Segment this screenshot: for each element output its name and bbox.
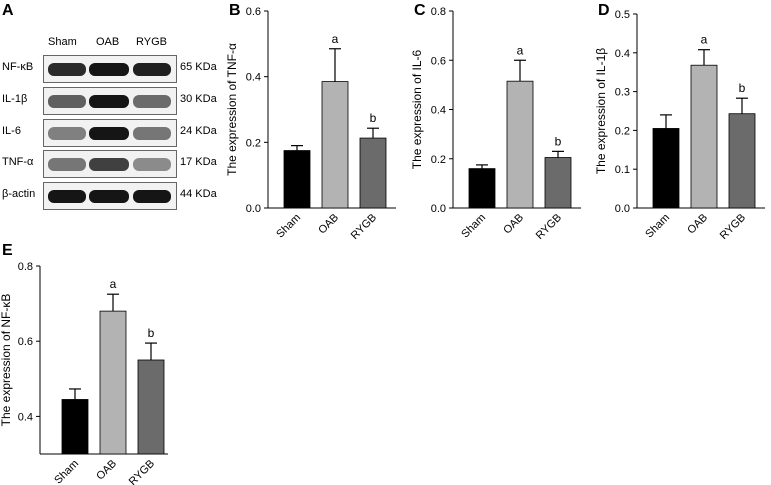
lane-label-rygb: RYGB xyxy=(136,36,167,48)
significance-label: a xyxy=(517,43,524,57)
significance-label: b xyxy=(739,81,746,95)
x-tick-label: Sham xyxy=(52,458,81,485)
x-tick-label: Sham xyxy=(274,212,303,241)
chart-il-1-beta: 0.0 0.1 0.2 0.3 0.4 0.5 The expression of IL-1… xyxy=(594,9,765,242)
blot-strip xyxy=(43,55,177,83)
blot-size-label: 17 KDa xyxy=(180,156,217,168)
blot-band xyxy=(133,158,171,171)
panel-label-c: C xyxy=(414,2,426,19)
y-axis-title: The expression of TNF-α xyxy=(225,43,239,176)
blot-protein-label: IL-1β xyxy=(2,93,28,105)
y-tick-label: 0.4 xyxy=(18,411,33,423)
y-tick-label: 0.8 xyxy=(431,6,446,18)
blot-size-label: 30 KDa xyxy=(180,93,217,105)
blot-band xyxy=(89,63,129,76)
significance-label: a xyxy=(701,33,708,47)
blot-band xyxy=(133,95,171,108)
x-tick-label: RYGB xyxy=(534,212,564,242)
y-tick-label: 0.1 xyxy=(615,164,630,176)
blot-band xyxy=(48,190,86,203)
y-tick-label: 0.4 xyxy=(431,105,446,117)
x-tick-label: OAB xyxy=(685,212,710,237)
y-tick-label: 0.3 xyxy=(615,87,630,99)
blot-strip xyxy=(43,150,177,178)
significance-label: b xyxy=(370,111,377,125)
y-tick-label: 0.8 xyxy=(18,261,33,273)
panel-label-d: D xyxy=(598,2,610,19)
bar-sham xyxy=(652,128,680,209)
x-tick-label: RYGB xyxy=(127,458,157,485)
blot-band xyxy=(48,63,86,76)
bar-rygb xyxy=(137,359,165,455)
bar-oab xyxy=(321,81,349,209)
y-tick-label: 0.4 xyxy=(246,72,261,84)
blot-strip xyxy=(43,182,177,210)
chart-nf-kappa-b: 0.4 0.6 0.8 The expression of NF-κB Sham a OAB… xyxy=(0,261,168,485)
x-tick-label: OAB xyxy=(316,212,341,237)
bar-oab xyxy=(506,80,534,209)
blot-band xyxy=(48,158,86,171)
y-axis-title: The expression of NF-κB xyxy=(0,294,13,427)
y-tick-label: 0.2 xyxy=(246,137,261,149)
blot-strip xyxy=(43,119,177,147)
panel-label-b: B xyxy=(229,2,241,19)
chart-il-6: 0.0 0.2 0.4 0.6 0.8 The expression of IL-6 Sha… xyxy=(410,6,581,242)
y-tick-label: 0.6 xyxy=(18,336,33,348)
bar-rygb xyxy=(544,157,572,209)
panel-label-a: A xyxy=(2,2,14,19)
blot-band xyxy=(133,63,171,76)
x-tick-label: Sham xyxy=(643,212,672,241)
blot-strip xyxy=(43,87,177,115)
y-axis-title: The expression of IL-6 xyxy=(410,49,424,169)
x-tick-label: RYGB xyxy=(349,212,379,242)
lane-label-sham: Sham xyxy=(48,36,77,48)
y-tick-label: 0.2 xyxy=(431,154,446,166)
x-tick-label: RYGB xyxy=(718,212,748,242)
blot-band xyxy=(133,190,171,203)
x-tick-label: OAB xyxy=(501,212,526,237)
blot-size-label: 24 KDa xyxy=(180,125,217,137)
significance-label: a xyxy=(110,277,117,291)
blot-band xyxy=(89,158,129,171)
y-tick-label: 0.6 xyxy=(431,55,446,67)
bar-sham xyxy=(468,168,496,209)
y-tick-label: 0.0 xyxy=(246,203,261,215)
bar-sham xyxy=(61,399,89,455)
significance-label: b xyxy=(555,134,562,148)
y-tick-label: 0.0 xyxy=(431,203,446,215)
y-axis-title: The expression of IL-1β xyxy=(594,48,608,174)
blot-protein-label: NF-κB xyxy=(2,61,34,73)
x-tick-label: Sham xyxy=(459,212,488,241)
blot-protein-label: β-actin xyxy=(2,188,36,200)
bar-sham xyxy=(283,150,311,209)
panel-label-e: E xyxy=(2,242,13,259)
y-tick-label: 0.6 xyxy=(246,6,261,18)
bar-rygb xyxy=(728,113,756,209)
blot-band xyxy=(48,127,86,140)
x-tick-label: OAB xyxy=(94,458,119,483)
y-tick-label: 0.2 xyxy=(615,125,630,137)
y-tick-label: 0.0 xyxy=(615,203,630,215)
blot-protein-label: IL-6 xyxy=(2,125,21,137)
blot-band xyxy=(48,95,86,108)
bar-oab xyxy=(690,64,718,209)
chart-tnf-alpha: 0.0 0.2 0.4 0.6 The expression of TNF-α Sham a… xyxy=(225,6,396,242)
significance-label: b xyxy=(148,326,155,340)
lane-label-oab: OAB xyxy=(96,36,120,48)
significance-label: a xyxy=(332,32,339,46)
blot-size-label: 65 KDa xyxy=(180,61,217,73)
blot-protein-label: TNF-α xyxy=(2,156,34,168)
y-tick-label: 0.5 xyxy=(615,9,630,21)
blot-band xyxy=(89,127,129,140)
blot-size-label: 44 KDa xyxy=(180,188,217,200)
blot-band xyxy=(89,190,129,203)
bar-rygb xyxy=(359,137,387,209)
blot-band xyxy=(133,127,171,140)
y-tick-label: 0.4 xyxy=(615,48,630,60)
bar-oab xyxy=(99,310,127,455)
blot-band xyxy=(89,95,129,108)
